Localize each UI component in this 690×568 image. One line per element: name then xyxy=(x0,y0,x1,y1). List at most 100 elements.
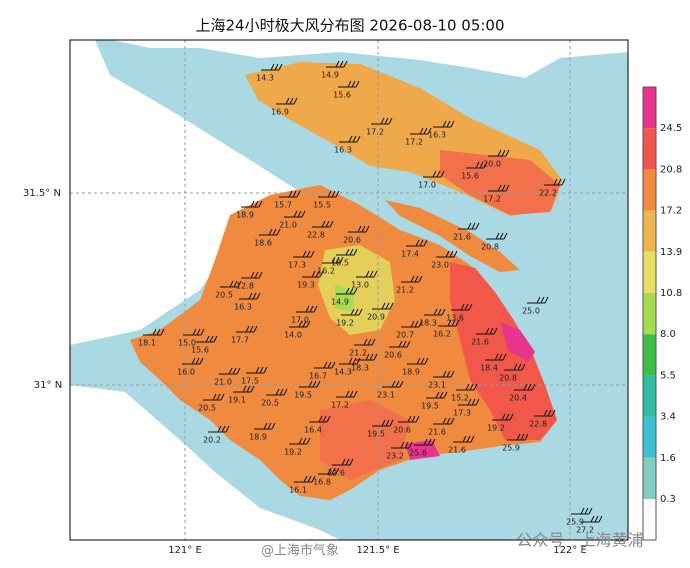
station-value: 15.6 xyxy=(333,91,351,100)
wind-barb xyxy=(336,248,358,256)
wind-zone xyxy=(335,285,355,312)
station-value: 18.3 xyxy=(351,364,369,373)
wind-barb xyxy=(289,437,311,445)
lat-label: 31.5° N xyxy=(23,188,61,199)
wind-barb xyxy=(279,190,301,198)
station-value: 22.8 xyxy=(529,420,547,429)
colorbar-band xyxy=(643,334,656,376)
wind-barb xyxy=(289,320,311,328)
station-value: 21.6 xyxy=(448,446,466,455)
station-value: 16.2 xyxy=(433,330,451,339)
wind-barb xyxy=(354,338,376,346)
station-value: 17.4 xyxy=(401,250,419,259)
station-value: 15.6 xyxy=(191,346,209,355)
station-value: 17.2 xyxy=(405,138,423,147)
colorbar-band xyxy=(643,293,656,335)
station-value: 16.7 xyxy=(309,372,327,381)
station-value: 18.9 xyxy=(249,433,267,442)
station-value: 16.3 xyxy=(428,131,446,140)
station-value: 12.8 xyxy=(236,282,254,291)
wind-barb xyxy=(453,435,475,443)
wind-barb xyxy=(371,117,393,125)
wind-barb xyxy=(485,353,507,361)
colorbar-label: 10.8 xyxy=(660,288,682,299)
station-value: 20.6 xyxy=(393,426,411,435)
wind-barb xyxy=(571,507,593,515)
station-value: 19.5 xyxy=(294,391,312,400)
station-value: 15.0 xyxy=(178,339,196,348)
wind-barb xyxy=(423,170,445,178)
wind-barb xyxy=(182,357,204,365)
colorbar-band xyxy=(643,375,656,417)
wind-barb xyxy=(246,366,268,374)
wind-barb xyxy=(456,383,478,391)
station-value: 20.8 xyxy=(499,374,517,383)
wind-barb xyxy=(336,390,358,398)
wind-barb xyxy=(372,302,394,310)
station-value: 16.4 xyxy=(304,426,322,435)
station-value: 23.1 xyxy=(428,381,446,390)
wind-barb xyxy=(236,325,258,333)
wind-barb xyxy=(309,415,331,423)
wind-barb xyxy=(476,327,498,335)
wind-barb xyxy=(544,178,566,186)
station-value: 27.2 xyxy=(576,526,594,535)
wind-barb xyxy=(266,388,288,396)
station-value: 17.0 xyxy=(291,316,309,325)
station-value: 16.3 xyxy=(234,303,252,312)
wind-barb xyxy=(389,340,411,348)
wind-barb xyxy=(241,200,263,208)
wind-barb xyxy=(276,97,298,105)
colorbar-band xyxy=(643,169,656,211)
colorbar-band xyxy=(643,499,656,540)
station-value: 16.8 xyxy=(313,478,331,487)
wind-barb xyxy=(410,127,432,135)
wind-barb xyxy=(458,222,480,230)
wind-barb xyxy=(356,353,378,361)
colorbar-label: 5.5 xyxy=(660,370,676,381)
station-value: 25.6 xyxy=(409,449,427,458)
wind-barb xyxy=(436,250,458,258)
wind-zone xyxy=(440,150,560,215)
colorbar-label: 8.0 xyxy=(660,329,676,340)
wind-barb xyxy=(514,383,536,391)
wind-barb xyxy=(296,305,318,313)
wind-barb xyxy=(438,319,460,327)
station-value: 17.2 xyxy=(366,128,384,137)
colorbar-band xyxy=(643,210,656,252)
station-value: 19.2 xyxy=(284,448,302,457)
station-value: 19.5 xyxy=(367,430,385,439)
station-value: 14.3 xyxy=(334,368,352,377)
wind-barb xyxy=(208,425,230,433)
wind-barb xyxy=(424,308,446,316)
wind-barb xyxy=(466,161,488,169)
station-value: 14.3 xyxy=(256,74,274,83)
wind-barb xyxy=(407,357,429,365)
station-value: 19.2 xyxy=(336,319,354,328)
station-value: 23.0 xyxy=(431,261,449,270)
station-value: 13.6 xyxy=(446,314,464,323)
colorbar-band xyxy=(643,416,656,458)
station-value: 18.9 xyxy=(402,368,420,377)
station-value: 20.5 xyxy=(215,291,233,300)
colorbar-band xyxy=(643,251,656,293)
station-value: 20.8 xyxy=(481,243,499,252)
station-value: 21.0 xyxy=(279,221,297,230)
station-value: 25.9 xyxy=(566,518,584,527)
lat-label: 31° N xyxy=(34,380,62,391)
wind-barb xyxy=(492,413,514,421)
wind-barb xyxy=(203,393,225,401)
colorbar-label: 24.5 xyxy=(660,123,682,134)
colorbar-label: 3.4 xyxy=(660,412,676,423)
station-value: 17.3 xyxy=(288,261,306,270)
wind-barb xyxy=(261,63,283,71)
station-value: 21.0 xyxy=(214,378,232,387)
wind-barb xyxy=(486,232,508,240)
colorbar-label: 1.6 xyxy=(660,453,676,464)
wind-barb xyxy=(336,287,358,295)
wind-barb xyxy=(259,228,281,236)
station-value: 16.0 xyxy=(177,368,195,377)
station-value: 15.7 xyxy=(274,201,292,210)
colorbar-band xyxy=(643,128,656,170)
wind-barb xyxy=(401,275,423,283)
